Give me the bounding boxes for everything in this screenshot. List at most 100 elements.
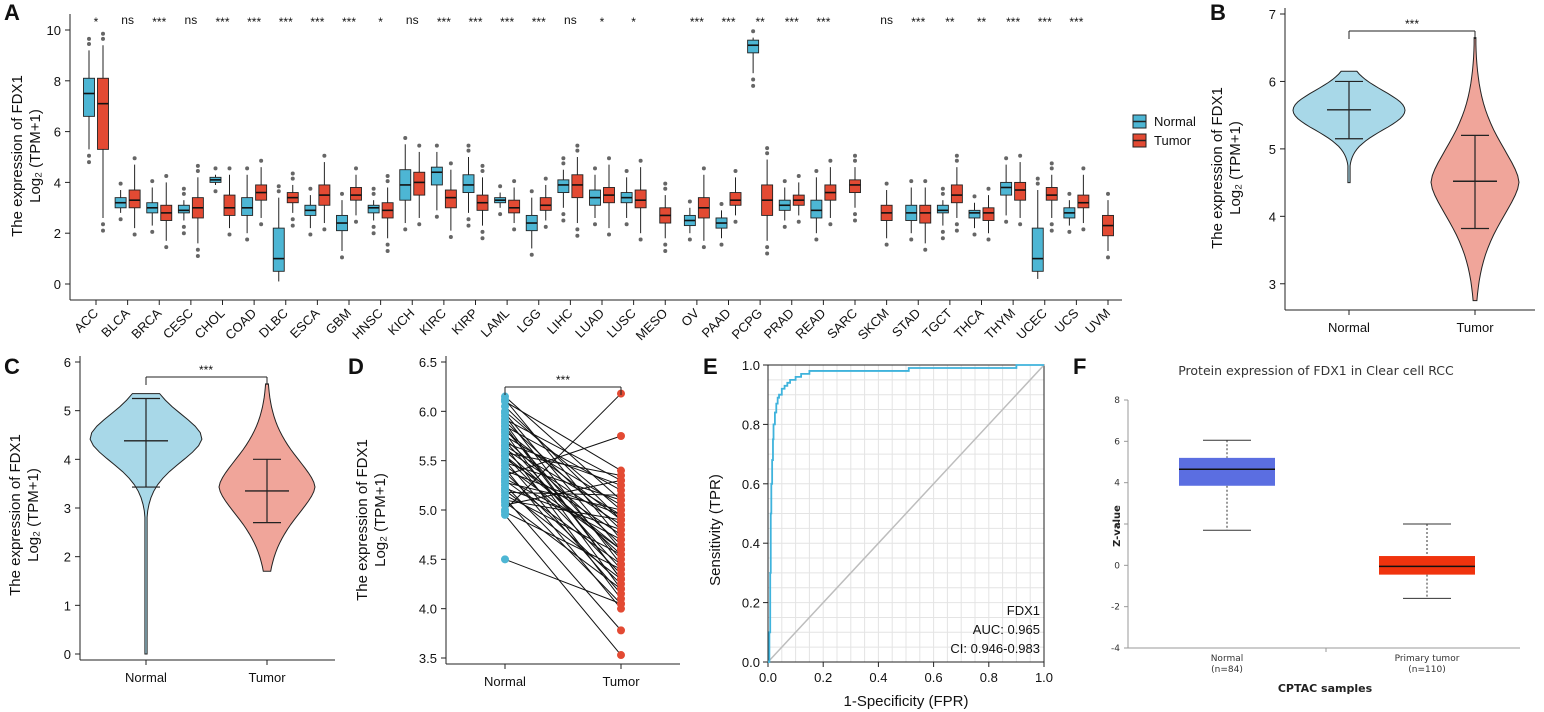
- tumor-outlier: [765, 245, 770, 250]
- normal-box: [367, 204, 380, 214]
- y-tick-label: 5.5: [419, 454, 437, 469]
- panel-a-significance: **: [945, 15, 955, 29]
- panel-b-ylabel-line1: The expression of FDX1: [1209, 87, 1226, 249]
- tumor-outlier: [954, 222, 959, 227]
- panel-a-category-label: SARC: [824, 306, 860, 342]
- normal-outlier: [1067, 229, 1072, 234]
- panel-a-significance: ***: [310, 15, 324, 29]
- panel-d-ylabel-line1: The expression of FDX1: [354, 439, 371, 601]
- y-tick-label: 6: [64, 355, 71, 370]
- panel-a-ylabel-line1: The expression of FDX1: [9, 75, 26, 237]
- panel-f-xlabel: CPTAC samples: [1278, 682, 1373, 695]
- panel-c-ylabel-line1: The expression of FDX1: [7, 434, 24, 596]
- tumor-outlier: [638, 158, 643, 163]
- panel-d-paired: The expression of FDX1 Log₂ (TPM+1) 3.5 4…: [354, 355, 680, 689]
- tumor-box: [539, 197, 552, 211]
- tumor-point: [617, 525, 625, 534]
- panel-a-significance: ***: [215, 15, 229, 29]
- panel-c-ylabel-line2: Log₂ (TPM+1): [25, 468, 42, 562]
- tumor-box: [729, 192, 742, 206]
- tumor-outlier: [986, 237, 991, 242]
- y-tick-label: -2: [1111, 603, 1120, 613]
- normal-outlier: [87, 41, 91, 46]
- normal-outlier: [1004, 219, 1009, 224]
- normal-outlier: [751, 29, 756, 34]
- panel-b-violin: The expression of FDX1 Log₂ (TPM+1) 3 4 5 6…: [1209, 7, 1535, 335]
- panel-f-ylabel: Z-value: [1112, 505, 1123, 547]
- pair-line: [504, 487, 622, 531]
- panel-a-significance: ns: [185, 13, 198, 27]
- normal-outlier: [909, 237, 914, 242]
- pair-line: [504, 435, 622, 476]
- x-tick-label: 0.2: [814, 670, 832, 685]
- normal-outlier: [150, 229, 155, 234]
- panel-a-category-label: SKCM: [855, 306, 892, 343]
- plot-frame: [767, 364, 1045, 663]
- panel-f-protein: Protein expression of FDX1 in Clear cell…: [1111, 363, 1520, 695]
- y-tick-label: 0: [64, 647, 71, 662]
- tumor-outlier: [1049, 228, 1054, 233]
- protein-box: [1179, 457, 1275, 486]
- normal-outlier: [624, 222, 629, 227]
- normal-outlier: [687, 199, 692, 204]
- panel-a-significance: ns: [121, 13, 134, 27]
- y-tick-label: 1: [64, 598, 71, 613]
- pair-line: [504, 494, 622, 555]
- normal-outlier: [308, 232, 313, 237]
- tumor-outlier: [884, 181, 889, 186]
- y-tick-label: 6: [1114, 437, 1120, 447]
- normal-outlier: [118, 181, 123, 186]
- panel-a-category-label: KIRP: [449, 306, 481, 338]
- normal-point: [501, 510, 509, 519]
- normal-outlier: [340, 255, 344, 260]
- tumor-outlier: [607, 156, 611, 161]
- panel-e-roc: Sensitivity (TPR) 1-Specificity (FPR) 0.…: [707, 358, 1053, 710]
- panel-a-category-label: READ: [792, 306, 828, 342]
- normal-box: [810, 199, 823, 219]
- tumor-outlier: [1081, 227, 1086, 232]
- panel-a-category-label: KICH: [385, 306, 418, 339]
- tumor-outlier: [1049, 222, 1054, 227]
- tumor-box: [849, 179, 861, 194]
- panel-a-category-label: HNSC: [349, 306, 386, 343]
- y-tick-label: 2: [1114, 520, 1120, 530]
- normal-outlier: [87, 36, 91, 41]
- panel-letter-a: A: [4, 0, 20, 25]
- normal-outlier: [466, 148, 471, 153]
- tumor-outlier: [259, 222, 264, 227]
- panel-a-significance: ***: [468, 15, 482, 29]
- protein-box: [1379, 556, 1475, 575]
- normal-outlier: [972, 194, 977, 199]
- pair-line: [504, 452, 622, 476]
- pair-line: [504, 479, 622, 565]
- normal-outlier: [940, 186, 945, 191]
- panel-c-violin: The expression of FDX1 Log₂ (TPM+1) 0 1 2 3…: [7, 355, 335, 685]
- normal-outlier: [466, 223, 471, 228]
- tumor-box: [634, 189, 647, 209]
- y-tick-label: 8: [1114, 396, 1120, 406]
- pair-line: [504, 499, 622, 521]
- tumor-point: [617, 535, 625, 544]
- panel-a-significance: ***: [437, 15, 451, 29]
- normal-outlier: [751, 83, 756, 88]
- normal-outlier: [466, 217, 471, 222]
- panel-a-category-label: CHOL: [191, 306, 227, 342]
- tumor-outlier: [385, 242, 390, 247]
- panel-a-significance: ***: [279, 15, 293, 29]
- pair-line: [504, 418, 622, 481]
- panel-a-significance: ns: [406, 13, 419, 27]
- tumor-outlier: [1049, 166, 1054, 171]
- y-tick-label: 4: [1269, 209, 1276, 224]
- tumor-point: [617, 545, 625, 554]
- panel-a-significance: ***: [342, 15, 356, 29]
- normal-outlier: [276, 189, 281, 194]
- normal-outlier: [498, 212, 503, 217]
- panel-a-significance: ns: [564, 13, 577, 27]
- tumor-outlier: [663, 181, 668, 186]
- y-tick-label: 3: [64, 501, 71, 516]
- panel-a-category-label: STAD: [889, 306, 923, 340]
- tumor-outlier: [259, 158, 264, 163]
- pair-line: [504, 393, 622, 511]
- x-tick-label: 0.6: [925, 670, 943, 685]
- y-tick-label: 4: [1114, 479, 1120, 489]
